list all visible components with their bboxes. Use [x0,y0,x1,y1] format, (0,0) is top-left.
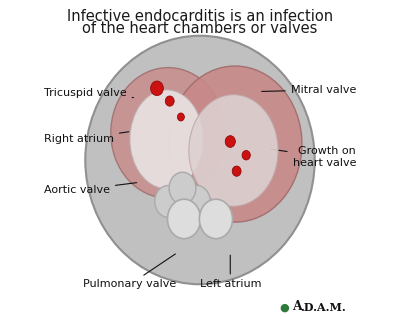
Text: Infective endocarditis is an infection: Infective endocarditis is an infection [67,9,333,24]
Ellipse shape [85,36,315,284]
Ellipse shape [111,68,226,198]
Ellipse shape [177,113,184,121]
Ellipse shape [184,186,210,217]
Text: Aortic valve: Aortic valve [44,183,137,195]
Ellipse shape [155,186,182,217]
Text: of the heart chambers or valves: of the heart chambers or valves [82,21,318,36]
Ellipse shape [232,166,241,176]
Ellipse shape [189,95,278,206]
Ellipse shape [151,81,163,96]
Text: Tricuspid valve: Tricuspid valve [44,88,134,98]
Ellipse shape [130,90,203,189]
Text: Pulmonary valve: Pulmonary valve [83,254,176,290]
Text: ●: ● [280,303,290,313]
Text: Mitral valve: Mitral valve [262,85,356,95]
Ellipse shape [199,199,232,239]
Text: Left atrium: Left atrium [200,255,261,290]
Ellipse shape [165,96,174,106]
Text: Growth on
heart valve: Growth on heart valve [271,146,356,168]
Ellipse shape [169,172,196,204]
Ellipse shape [225,136,235,148]
Text: Right atrium: Right atrium [44,132,129,144]
Text: A: A [292,300,302,313]
Ellipse shape [242,150,250,160]
Ellipse shape [168,199,201,239]
Text: .D.A.M.: .D.A.M. [300,302,346,313]
Ellipse shape [168,66,302,222]
